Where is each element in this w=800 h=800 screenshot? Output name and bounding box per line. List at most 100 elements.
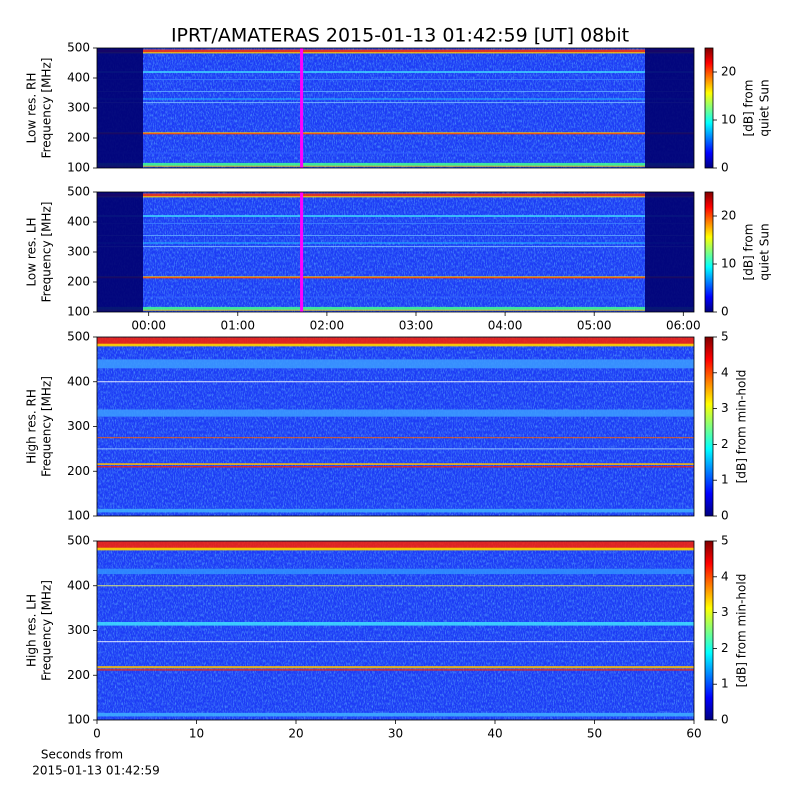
x-tick-label: 06:00 bbox=[666, 319, 701, 333]
colorbar-tick-label: 0 bbox=[721, 509, 729, 523]
x-tick-label: 01:00 bbox=[220, 319, 255, 333]
colorbar bbox=[704, 191, 714, 313]
image-band bbox=[97, 666, 694, 669]
figure-title: IPRT/AMATERAS 2015-01-13 01:42:59 [UT] 0… bbox=[171, 25, 629, 47]
image-band bbox=[97, 359, 694, 369]
y-tick-label: 200 bbox=[67, 131, 90, 145]
colorbar-label: [dB] from bbox=[742, 80, 756, 137]
image-band bbox=[97, 463, 694, 465]
y-tick-label: 100 bbox=[67, 713, 90, 727]
image-band bbox=[97, 132, 694, 135]
x-axis-label: 2015-01-13 01:42:59 bbox=[32, 764, 159, 778]
image-band bbox=[97, 409, 694, 417]
colorbar-label: [dB] from min-hold bbox=[735, 574, 749, 688]
colorbar bbox=[704, 336, 714, 517]
x-tick-label: 30 bbox=[388, 727, 403, 741]
colorbar-tick-label: 2 bbox=[721, 437, 729, 451]
image-edge bbox=[645, 192, 694, 312]
image-band bbox=[97, 196, 694, 198]
y-tick-label: 100 bbox=[67, 509, 90, 523]
x-tick-label: 05:00 bbox=[577, 319, 612, 333]
y-tick-label: 300 bbox=[67, 623, 90, 637]
image-band bbox=[97, 162, 694, 166]
colorbar bbox=[704, 540, 714, 721]
image-band bbox=[97, 276, 694, 279]
y-tick-label: 500 bbox=[67, 41, 90, 55]
y-tick-label: 200 bbox=[67, 668, 90, 682]
y-tick-label: 400 bbox=[67, 578, 90, 592]
colorbar bbox=[704, 47, 714, 169]
x-axis-label: Seconds from bbox=[41, 748, 123, 762]
x-tick-label: 40 bbox=[487, 727, 502, 741]
image-band bbox=[97, 306, 694, 310]
y-tick-label: 500 bbox=[67, 185, 90, 199]
colorbar-tick-label: 3 bbox=[721, 605, 729, 619]
x-tick-label: 04:00 bbox=[488, 319, 523, 333]
image-band bbox=[97, 79, 694, 80]
image-noise bbox=[97, 48, 694, 168]
image-band bbox=[97, 448, 694, 450]
colorbar-label: [dB] from min-hold bbox=[735, 370, 749, 484]
colorbar-tick-label: 2 bbox=[721, 641, 729, 655]
y-tick-label: 200 bbox=[67, 464, 90, 478]
y-axis-label: Frequency [MHz] bbox=[40, 376, 54, 477]
image-band bbox=[97, 277, 694, 279]
image-band bbox=[97, 52, 694, 54]
image-band bbox=[97, 296, 694, 298]
y-axis-label: Frequency [MHz] bbox=[40, 58, 54, 159]
x-tick-label: 20 bbox=[288, 727, 303, 741]
image-band bbox=[97, 669, 694, 671]
image-band bbox=[97, 712, 694, 717]
image-band bbox=[97, 223, 694, 224]
image-band bbox=[97, 437, 694, 439]
image-band bbox=[97, 309, 694, 311]
x-tick-label: 0 bbox=[93, 727, 101, 741]
y-axis-label: Low res. RH bbox=[25, 73, 39, 144]
image-edge bbox=[97, 192, 143, 312]
colorbar-label: [dB] from bbox=[742, 224, 756, 281]
colorbar-tick-label: 0 bbox=[721, 161, 729, 175]
colorbar-tick-label: 0 bbox=[721, 713, 729, 727]
image-band bbox=[97, 547, 694, 551]
y-tick-label: 300 bbox=[67, 101, 90, 115]
image-noise bbox=[97, 541, 694, 720]
x-tick-label: 60 bbox=[686, 727, 701, 741]
y-tick-label: 400 bbox=[67, 374, 90, 388]
colorbar-tick-label: 1 bbox=[721, 473, 729, 487]
y-tick-label: 500 bbox=[67, 534, 90, 548]
image-band bbox=[97, 242, 694, 244]
y-tick-label: 500 bbox=[67, 330, 90, 344]
x-tick-label: 50 bbox=[587, 727, 602, 741]
image-band bbox=[97, 49, 694, 53]
y-tick-label: 100 bbox=[67, 161, 90, 175]
image-band bbox=[97, 235, 694, 236]
image-band bbox=[97, 641, 694, 643]
colorbar-tick-label: 4 bbox=[721, 569, 729, 583]
image-band bbox=[97, 568, 694, 575]
image-band bbox=[97, 337, 694, 346]
y-tick-label: 100 bbox=[67, 305, 90, 319]
y-tick-label: 400 bbox=[67, 215, 90, 229]
image-noise bbox=[97, 192, 694, 312]
image-band bbox=[97, 246, 694, 248]
x-tick-label: 03:00 bbox=[399, 319, 434, 333]
image-band bbox=[97, 541, 694, 550]
image-edge bbox=[645, 48, 694, 168]
y-axis-label: Low res. LH bbox=[25, 217, 39, 286]
image-band bbox=[97, 621, 694, 626]
image-band bbox=[97, 343, 694, 347]
image-band bbox=[97, 165, 694, 167]
y-tick-label: 200 bbox=[67, 275, 90, 289]
y-axis-label: Frequency [MHz] bbox=[40, 202, 54, 303]
y-axis-label: Frequency [MHz] bbox=[40, 580, 54, 681]
y-tick-label: 400 bbox=[67, 71, 90, 85]
y-tick-label: 300 bbox=[67, 419, 90, 433]
colorbar-tick-label: 10 bbox=[721, 257, 736, 271]
image-band bbox=[97, 381, 694, 383]
spectrogram-image bbox=[97, 541, 694, 720]
image-band bbox=[97, 98, 694, 100]
spectrogram-image bbox=[97, 192, 694, 312]
x-tick-label: 02:00 bbox=[310, 319, 345, 333]
colorbar-tick-label: 0 bbox=[721, 305, 729, 319]
